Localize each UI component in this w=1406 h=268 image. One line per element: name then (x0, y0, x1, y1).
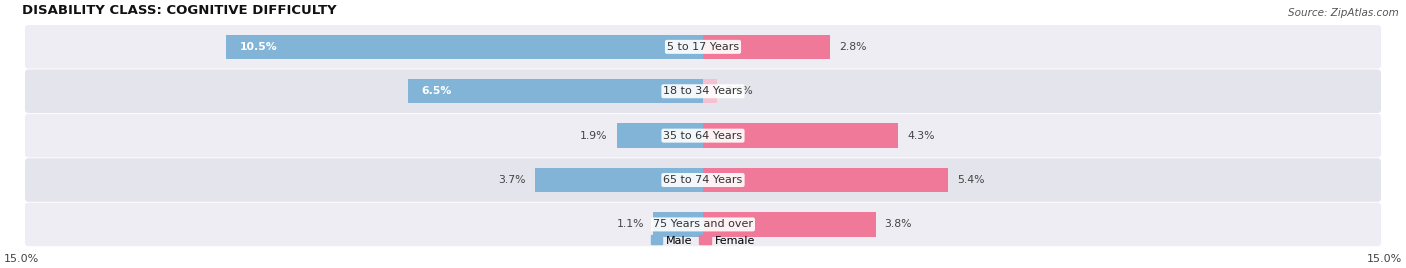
Bar (617, 124, 703, 148)
Bar (703, 124, 898, 148)
Text: 5.4%: 5.4% (957, 175, 984, 185)
Text: 5 to 17 Years: 5 to 17 Years (666, 42, 740, 52)
Text: 3.8%: 3.8% (884, 219, 912, 229)
Text: 75 Years and over: 75 Years and over (652, 219, 754, 229)
Text: 35 to 64 Years: 35 to 64 Years (664, 131, 742, 141)
Text: 1.9%: 1.9% (581, 131, 607, 141)
Bar (703, 168, 948, 192)
FancyBboxPatch shape (25, 203, 1381, 246)
Text: 3.7%: 3.7% (498, 175, 526, 185)
FancyBboxPatch shape (25, 25, 1381, 69)
Bar (703, 212, 876, 237)
FancyBboxPatch shape (25, 69, 1381, 113)
Text: 10.5%: 10.5% (240, 42, 277, 52)
Text: 0.0%: 0.0% (725, 86, 754, 96)
Text: Source: ZipAtlas.com: Source: ZipAtlas.com (1288, 8, 1399, 18)
Text: 18 to 34 Years: 18 to 34 Years (664, 86, 742, 96)
FancyBboxPatch shape (25, 158, 1381, 202)
Bar (703, 35, 830, 59)
Text: 4.3%: 4.3% (907, 131, 935, 141)
Bar (408, 79, 703, 103)
Text: 65 to 74 Years: 65 to 74 Years (664, 175, 742, 185)
FancyBboxPatch shape (25, 114, 1381, 157)
Bar (652, 212, 703, 237)
Text: DISABILITY CLASS: COGNITIVE DIFFICULTY: DISABILITY CLASS: COGNITIVE DIFFICULTY (21, 4, 336, 17)
Text: 2.8%: 2.8% (839, 42, 866, 52)
Text: 1.1%: 1.1% (616, 219, 644, 229)
Bar (226, 35, 703, 59)
Bar (703, 79, 717, 103)
Text: 6.5%: 6.5% (422, 86, 451, 96)
Legend: Male, Female: Male, Female (647, 231, 759, 250)
Bar (534, 168, 703, 192)
